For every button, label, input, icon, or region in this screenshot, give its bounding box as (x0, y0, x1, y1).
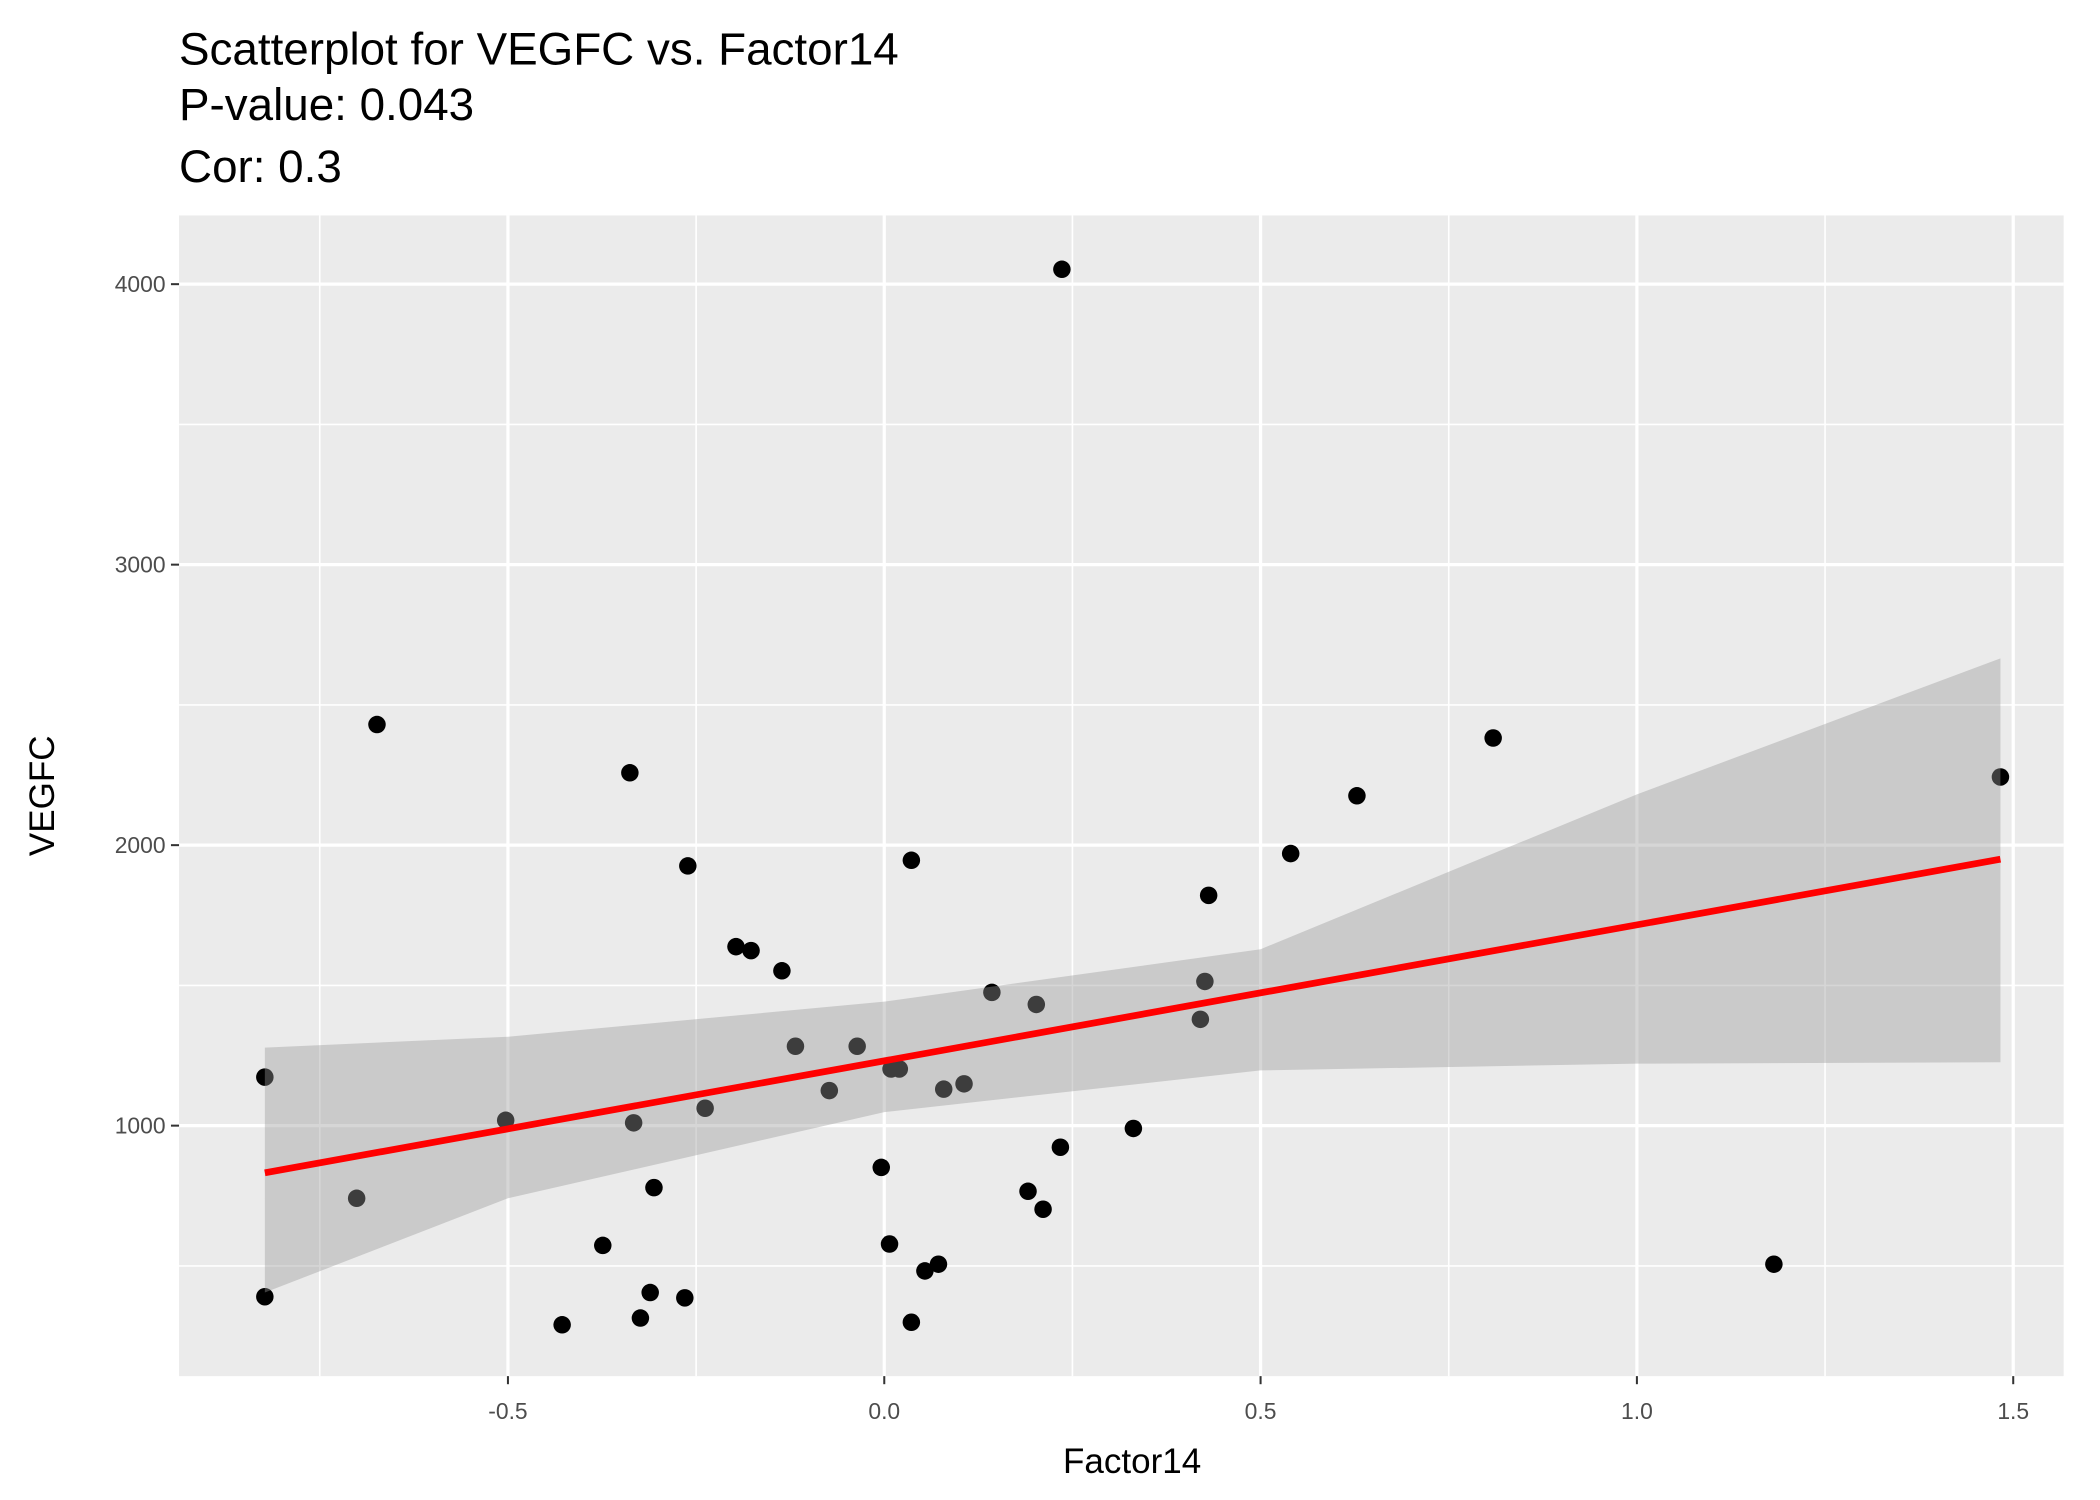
point (1348, 787, 1366, 805)
chart-subtitle: Cor: 0.3 (179, 141, 342, 192)
y-tick-label: 1000 (115, 1113, 166, 1139)
point (916, 1262, 934, 1280)
x-tick-label: 0.5 (1245, 1398, 1277, 1424)
point (820, 1081, 839, 1100)
point (727, 937, 745, 956)
point (1034, 1200, 1052, 1218)
point (631, 1309, 650, 1327)
chart-subtitle: P-value: 0.043 (179, 79, 474, 130)
point (934, 1080, 953, 1098)
point (1019, 1182, 1037, 1201)
point (902, 1313, 921, 1332)
point (1765, 1255, 1783, 1273)
point (872, 1158, 891, 1177)
fit-line (264, 855, 2002, 1177)
point (902, 851, 921, 870)
y-tick-label: 2000 (115, 832, 166, 858)
x-tick-label: -0.5 (488, 1398, 527, 1424)
point (676, 1289, 694, 1307)
x-tick-label: 0.0 (868, 1398, 900, 1424)
point (983, 983, 1001, 1002)
point (848, 1037, 866, 1056)
confidence-band (264, 658, 2001, 1293)
point (786, 1037, 805, 1056)
point (880, 1235, 899, 1253)
x-axis-label: Factor14 (1063, 1442, 1201, 1481)
y-axis-label: VEGFC (23, 735, 62, 856)
point (1484, 729, 1502, 747)
point (621, 764, 639, 782)
point (553, 1316, 571, 1334)
point (1027, 995, 1046, 1014)
x-tick-label: 1.5 (1997, 1398, 2029, 1424)
point (368, 715, 386, 734)
point (1124, 1119, 1143, 1138)
point (679, 857, 697, 875)
x-tick-label: 1.0 (1621, 1398, 1653, 1424)
point (496, 1111, 515, 1130)
point (929, 1255, 948, 1273)
point (641, 1283, 659, 1302)
point (645, 1178, 663, 1197)
point (696, 1099, 714, 1118)
point (1051, 1138, 1070, 1156)
point (1053, 260, 1071, 279)
y-tick-label: 4000 (115, 271, 166, 297)
point (1199, 886, 1218, 905)
point (624, 1114, 643, 1132)
point (256, 1068, 274, 1086)
point (1196, 972, 1214, 991)
point (742, 941, 760, 960)
point (347, 1189, 366, 1208)
point (773, 962, 791, 980)
point (1991, 768, 2010, 786)
point (1191, 1010, 1210, 1029)
plot-panel (179, 215, 2064, 1377)
point (955, 1075, 973, 1093)
point (1281, 844, 1300, 863)
chart-title: Scatterplot for VEGFC vs. Factor14 (179, 24, 899, 75)
point (256, 1287, 274, 1306)
point (890, 1060, 909, 1078)
point (594, 1236, 612, 1255)
y-tick-label: 3000 (115, 552, 166, 578)
